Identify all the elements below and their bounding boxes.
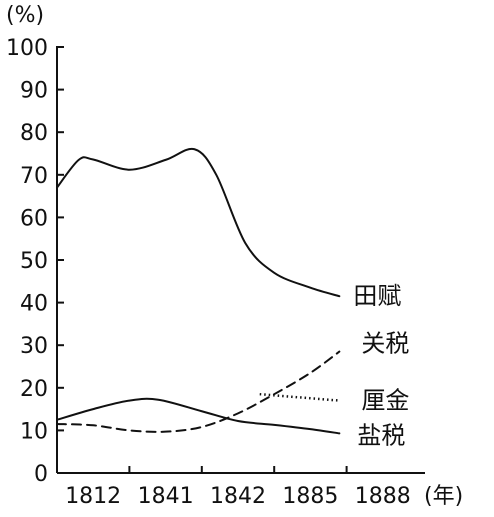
- series-line: [56, 397, 341, 435]
- y-tick-label: 0: [34, 462, 48, 487]
- x-axis-unit-label: (年): [424, 484, 463, 509]
- y-tick-label: 80: [20, 121, 48, 146]
- x-tick-label: 1842: [210, 484, 266, 509]
- y-tick-label: 90: [20, 79, 48, 104]
- y-tick-label: 60: [20, 206, 48, 231]
- y-axis-unit-label: (%): [6, 3, 44, 28]
- y-tick-label: 30: [20, 334, 48, 359]
- series-line: [56, 350, 341, 433]
- series-label: 田赋: [353, 282, 401, 310]
- x-tick-label: 1812: [65, 484, 121, 509]
- x-tick-label: 1841: [138, 484, 194, 509]
- y-tick-label: 10: [20, 419, 48, 444]
- y-tick-label: 40: [20, 292, 48, 317]
- series-label: 厘金: [361, 387, 409, 415]
- series-label: 盐税: [357, 421, 405, 449]
- series-line: [56, 147, 341, 298]
- series-label: 关税: [361, 330, 409, 358]
- x-tick-label: 1888: [355, 484, 411, 509]
- axes: 0 10 20 30 40 50 60 70 80 90 100 1812 1841 1842 1885 18…: [6, 36, 425, 509]
- series-line: [259, 392, 340, 402]
- y-tick-label: 20: [20, 377, 48, 402]
- series-lines: [56, 147, 341, 435]
- y-tick-label: 50: [20, 249, 48, 274]
- x-tick-label: 1885: [282, 484, 338, 509]
- y-tick-label: 70: [20, 164, 48, 189]
- y-tick-label: 100: [6, 36, 48, 61]
